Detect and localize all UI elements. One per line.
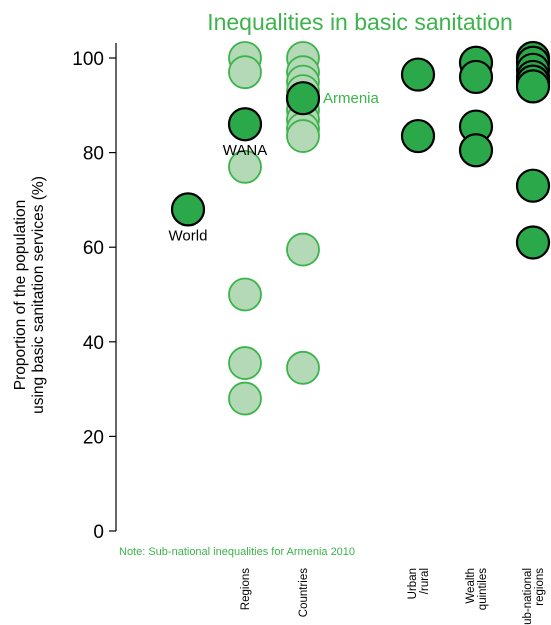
- data-point-regions: [228, 55, 262, 90]
- y-axis-label: Proportion of the population using basic …: [12, 176, 47, 414]
- category-label-line: quintiles: [477, 568, 489, 610]
- y-tick-label: 0: [93, 522, 104, 543]
- annotation-world: World: [169, 227, 208, 244]
- data-point-regions: [228, 346, 262, 380]
- category-label-wealth: Wealth quintiles: [465, 568, 489, 610]
- category-labels: Regions Countries Urban/rural Wealth quintil…: [240, 568, 546, 625]
- annotation-wana: WANA: [223, 142, 267, 159]
- y-tick-label: 40: [83, 333, 104, 354]
- data-point-countries-highlight: [285, 81, 321, 116]
- data-point-subnational-highlight: [515, 168, 551, 203]
- data-points: [170, 40, 551, 416]
- category-label-countries: Countries: [298, 568, 310, 617]
- data-point-wealth-highlight: [458, 133, 494, 168]
- category-label-regions: Regions: [240, 568, 252, 610]
- data-point-subnational-highlight: [515, 69, 551, 104]
- y-axis-label-line: using basic sanitation services (%): [30, 176, 47, 414]
- category-label-line: Wealth: [465, 568, 477, 604]
- y-axis-label-line: Proportion of the population: [12, 200, 29, 390]
- data-point-countries: [286, 119, 320, 153]
- data-point-urban_rural-highlight: [400, 118, 436, 154]
- annotations: World WANA Armenia: [169, 90, 380, 244]
- data-point-regions: [228, 277, 262, 312]
- data-point-countries: [286, 350, 320, 385]
- data-point-countries: [286, 232, 320, 267]
- data-point-world-highlight: [170, 192, 206, 227]
- y-tick-label: 80: [83, 144, 104, 165]
- y-tick-label: 100: [72, 49, 104, 70]
- category-label-line: regions: [534, 568, 546, 606]
- category-label-line: Sub-national: [522, 568, 534, 625]
- category-label-line: /rural: [419, 568, 431, 594]
- chart-title: Inequalities in basic sanitation: [207, 9, 513, 35]
- y-axis: 0 20 40 60 80 100: [72, 43, 117, 543]
- y-tick-label: 20: [83, 427, 104, 448]
- annotation-armenia: Armenia: [323, 90, 380, 107]
- category-label-line: Regions: [240, 568, 252, 610]
- data-point-urban_rural-highlight: [400, 57, 436, 92]
- data-point-regions: [228, 381, 262, 416]
- chart-note: Note: Sub-national inequalities for Arme…: [119, 546, 355, 558]
- category-label-subnational: Sub-national regions: [522, 568, 546, 625]
- category-label-line: Countries: [298, 568, 310, 617]
- data-point-regions-highlight: [227, 107, 263, 142]
- category-label-line: Urban: [407, 568, 419, 599]
- data-point-wealth-highlight: [458, 59, 494, 95]
- y-tick-label: 60: [83, 238, 104, 259]
- data-point-regions: [228, 149, 262, 184]
- data-point-subnational-highlight: [515, 225, 551, 260]
- category-label-urban_rural: Urban/rural: [407, 568, 431, 599]
